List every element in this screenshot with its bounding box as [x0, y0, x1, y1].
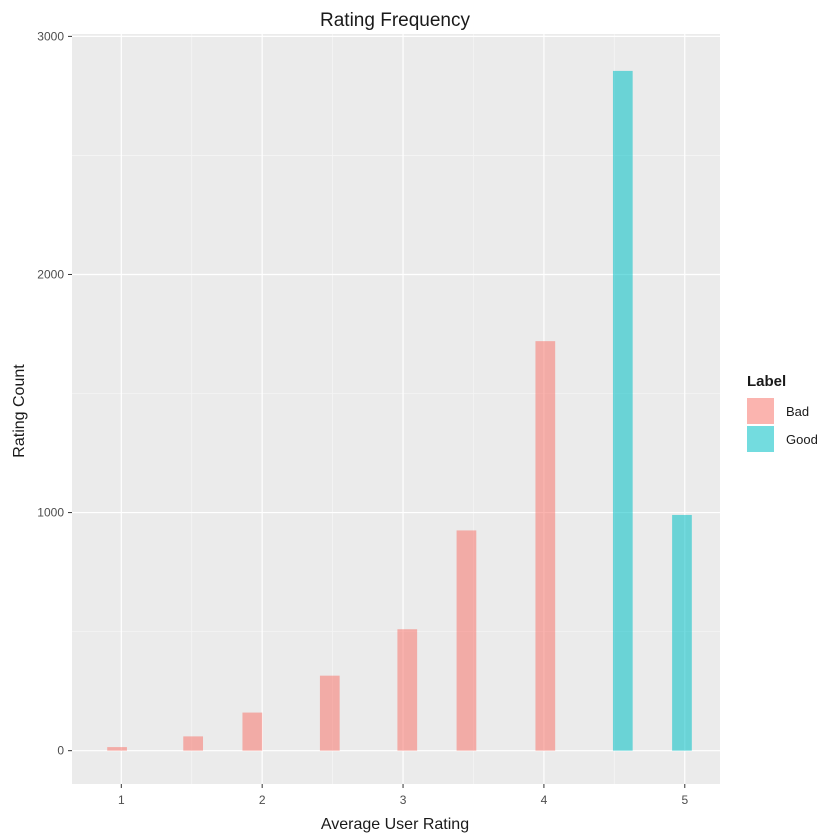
y-tick-label: 0: [57, 744, 64, 758]
bar-bad: [183, 736, 204, 751]
bar-bad: [535, 341, 556, 751]
x-axis-title: Average User Rating: [321, 816, 469, 833]
y-axis-title: Rating Count: [11, 364, 28, 458]
legend-title: Label: [747, 373, 786, 390]
bar-bad: [242, 712, 263, 751]
legend-key-good: [747, 426, 774, 452]
bar-bad: [397, 629, 418, 751]
bar-bad: [107, 747, 127, 751]
tick-labels: 1 2 3 4 5 0 1000 2000 3000: [37, 29, 688, 807]
bar-good: [612, 70, 633, 751]
bar-bad: [456, 530, 477, 751]
bar-good: [672, 514, 692, 751]
plot-panel: [72, 34, 720, 784]
y-tick-label: 2000: [37, 267, 64, 281]
legend-label-bad: Bad: [786, 404, 809, 419]
chart-title: Rating Frequency: [320, 10, 470, 31]
x-tick-label: 3: [400, 793, 407, 807]
x-tick-label: 1: [118, 793, 125, 807]
x-tick-label: 2: [259, 793, 266, 807]
bar-bad: [319, 675, 340, 751]
x-tick-label: 4: [541, 793, 548, 807]
x-tick-label: 5: [681, 793, 688, 807]
y-tick-label: 1000: [37, 506, 64, 520]
legend-key-bad: [747, 398, 774, 424]
bars-layer: [107, 70, 692, 751]
legend-label-good: Good: [786, 432, 818, 447]
y-tick-label: 3000: [37, 29, 64, 43]
axis-ticks: [68, 35, 686, 788]
legend: Label Bad Good: [747, 373, 818, 452]
